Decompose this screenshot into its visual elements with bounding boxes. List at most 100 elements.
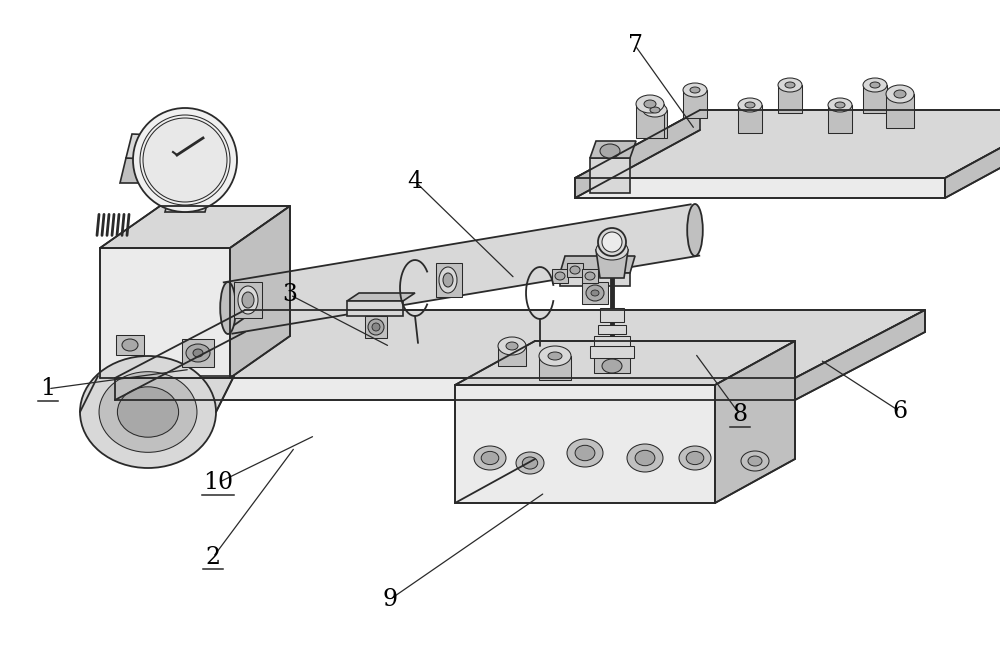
Ellipse shape: [602, 232, 622, 252]
Ellipse shape: [122, 339, 138, 351]
Ellipse shape: [443, 273, 453, 287]
Bar: [683, 90, 707, 118]
Polygon shape: [560, 273, 630, 286]
Polygon shape: [575, 110, 1000, 178]
Bar: [116, 335, 144, 355]
Ellipse shape: [683, 83, 707, 97]
Ellipse shape: [644, 100, 656, 108]
Bar: [582, 282, 608, 304]
Ellipse shape: [741, 451, 769, 471]
Bar: [863, 85, 887, 113]
Polygon shape: [347, 301, 403, 316]
Ellipse shape: [99, 372, 197, 452]
Ellipse shape: [635, 450, 655, 466]
Ellipse shape: [372, 323, 380, 331]
Ellipse shape: [650, 107, 660, 113]
Ellipse shape: [516, 452, 544, 474]
Ellipse shape: [598, 228, 626, 256]
Ellipse shape: [596, 240, 628, 260]
Ellipse shape: [548, 352, 562, 360]
Polygon shape: [165, 204, 207, 212]
Ellipse shape: [186, 344, 210, 362]
Ellipse shape: [539, 346, 571, 366]
Text: 9: 9: [382, 588, 398, 611]
Ellipse shape: [439, 267, 457, 293]
Bar: [886, 94, 914, 128]
Text: 7: 7: [628, 34, 642, 57]
Ellipse shape: [368, 319, 384, 335]
Ellipse shape: [498, 337, 526, 355]
Ellipse shape: [140, 115, 230, 205]
Polygon shape: [575, 178, 945, 198]
Polygon shape: [115, 310, 925, 378]
Ellipse shape: [193, 349, 203, 357]
Ellipse shape: [738, 98, 762, 112]
Ellipse shape: [863, 78, 887, 92]
Polygon shape: [230, 206, 290, 378]
Ellipse shape: [80, 356, 216, 468]
Polygon shape: [224, 204, 699, 334]
Bar: [552, 269, 568, 283]
Bar: [594, 358, 630, 373]
Ellipse shape: [133, 108, 237, 212]
Bar: [182, 339, 214, 367]
Ellipse shape: [627, 444, 663, 472]
Ellipse shape: [828, 98, 852, 112]
Ellipse shape: [686, 452, 704, 465]
Ellipse shape: [474, 446, 506, 470]
Ellipse shape: [506, 342, 518, 350]
Ellipse shape: [570, 266, 580, 274]
Text: 4: 4: [407, 170, 423, 193]
Ellipse shape: [690, 87, 700, 93]
Ellipse shape: [636, 95, 664, 113]
Polygon shape: [600, 308, 624, 322]
Ellipse shape: [591, 290, 599, 296]
Ellipse shape: [586, 285, 604, 301]
Polygon shape: [115, 378, 795, 400]
Ellipse shape: [585, 272, 595, 280]
Ellipse shape: [143, 118, 227, 202]
Ellipse shape: [242, 292, 254, 308]
Bar: [539, 356, 571, 380]
Ellipse shape: [600, 144, 620, 158]
Polygon shape: [945, 110, 1000, 198]
Polygon shape: [120, 158, 174, 183]
Ellipse shape: [522, 457, 538, 469]
Ellipse shape: [778, 78, 802, 92]
Ellipse shape: [679, 446, 711, 470]
Polygon shape: [126, 134, 180, 160]
Ellipse shape: [602, 359, 622, 373]
Ellipse shape: [748, 456, 762, 466]
Ellipse shape: [575, 445, 595, 461]
Ellipse shape: [870, 82, 880, 88]
Text: 8: 8: [732, 403, 748, 426]
Bar: [738, 105, 762, 133]
Ellipse shape: [745, 102, 755, 108]
Polygon shape: [80, 376, 234, 412]
Ellipse shape: [894, 90, 906, 98]
Ellipse shape: [481, 452, 499, 465]
Polygon shape: [596, 250, 628, 278]
Bar: [365, 316, 387, 338]
Polygon shape: [455, 341, 795, 385]
Polygon shape: [594, 336, 630, 346]
Bar: [778, 85, 802, 113]
Bar: [582, 269, 598, 283]
Polygon shape: [590, 158, 630, 193]
Text: 3: 3: [283, 283, 298, 307]
Ellipse shape: [785, 82, 795, 88]
Polygon shape: [715, 341, 795, 503]
Ellipse shape: [567, 439, 603, 467]
Ellipse shape: [886, 85, 914, 103]
Polygon shape: [455, 385, 715, 503]
Text: 10: 10: [203, 471, 233, 494]
Text: 1: 1: [40, 377, 56, 400]
Polygon shape: [347, 293, 415, 301]
Ellipse shape: [643, 103, 667, 117]
Bar: [498, 346, 526, 366]
Polygon shape: [590, 346, 634, 358]
Bar: [567, 263, 583, 277]
Polygon shape: [100, 206, 290, 248]
Polygon shape: [598, 325, 626, 334]
Ellipse shape: [238, 286, 258, 314]
